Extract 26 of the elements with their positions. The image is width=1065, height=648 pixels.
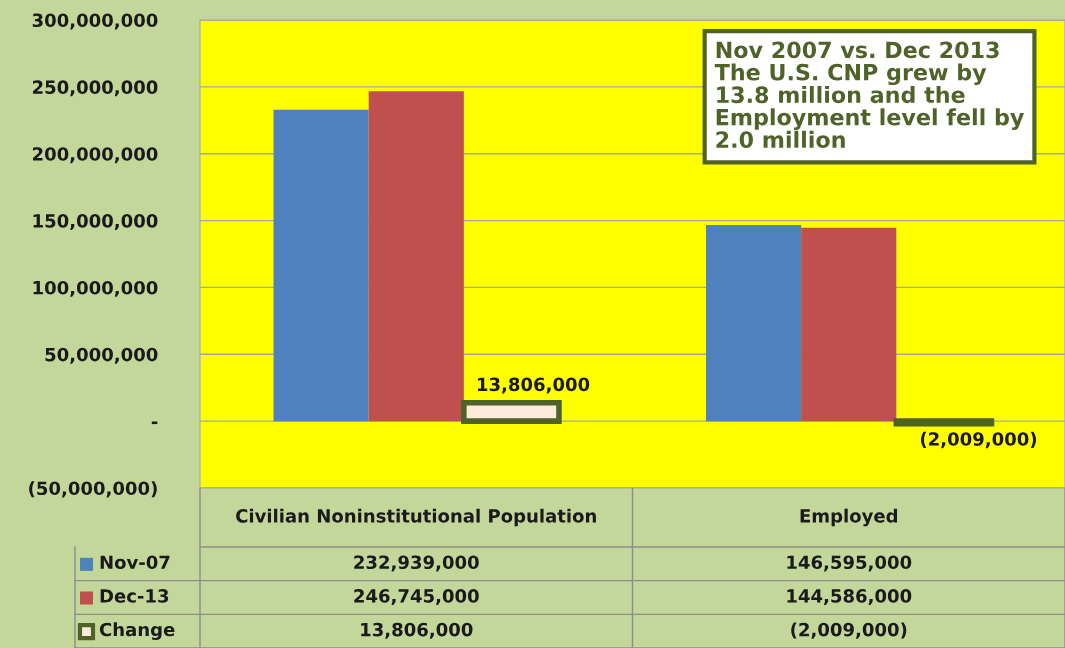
data-label: 144,586,000	[787, 589, 912, 606]
y-tick-label: 100,000,000	[33, 280, 158, 297]
annotation: Nov 2007 vs. Dec 2013 The U.S. CNP grew by 13.8 million and the Employment level fell by 2.0 million	[714, 41, 1024, 149]
bar	[706, 225, 802, 422]
y-tick-label: 200,000,000	[32, 147, 158, 164]
data-label: 146,595,000	[787, 555, 912, 572]
x-tick-label: Civilian Noninstitutional Population	[236, 508, 596, 527]
bar	[273, 109, 369, 422]
bar	[368, 91, 464, 422]
x-tick-label: Employed	[800, 508, 898, 527]
legend-label: Nov-07	[100, 555, 170, 570]
data-label: (2,009,000)	[791, 622, 907, 639]
legend-label: Dec-13	[100, 589, 169, 603]
data-label: 13,806,000	[361, 622, 473, 639]
y-tick-label: 250,000,000	[32, 80, 158, 97]
y-tick-label: 150,000,000	[33, 214, 158, 230]
data-label: 232,939,000	[354, 555, 479, 572]
text: 13,806,000	[477, 377, 590, 394]
legend-label: Change	[99, 622, 175, 640]
y-tick-label: 300,000,000	[32, 13, 158, 30]
bar	[801, 227, 897, 422]
text: (2,009,000)	[920, 431, 1037, 449]
data-label: 246,745,000	[354, 589, 479, 606]
y-tick-label: 50,000,000	[45, 347, 158, 364]
y-tick-label: (50,000,000)	[29, 481, 157, 498]
y-tick-label: -	[151, 421, 158, 425]
